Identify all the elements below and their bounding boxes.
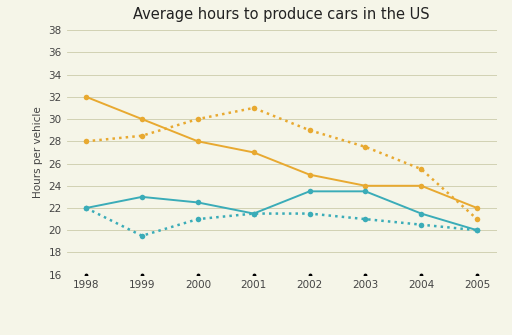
Title: Average hours to produce cars in the US: Average hours to produce cars in the US bbox=[133, 7, 430, 22]
Y-axis label: Hours per vehicle: Hours per vehicle bbox=[33, 107, 43, 198]
